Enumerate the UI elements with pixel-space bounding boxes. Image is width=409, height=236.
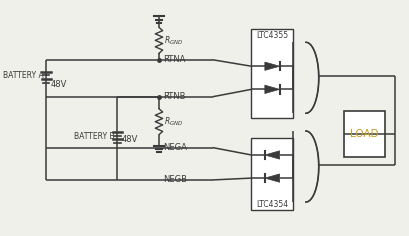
Text: 48V: 48V — [51, 80, 67, 89]
Polygon shape — [264, 62, 279, 70]
Text: NEGA: NEGA — [163, 143, 187, 152]
Text: RTNA: RTNA — [163, 55, 186, 64]
Text: RTNB: RTNB — [163, 92, 186, 101]
Text: $R_{GND}$: $R_{GND}$ — [163, 34, 182, 46]
Text: NEGB: NEGB — [163, 175, 187, 185]
Polygon shape — [264, 174, 279, 182]
Text: 48V: 48V — [122, 135, 138, 144]
Text: LOAD: LOAD — [350, 129, 378, 139]
Text: LTC4355: LTC4355 — [256, 31, 288, 40]
Text: $R_{GND}$: $R_{GND}$ — [163, 115, 182, 128]
Text: LTC4354: LTC4354 — [256, 200, 288, 209]
Bar — [251, 29, 292, 118]
Polygon shape — [264, 151, 279, 159]
Bar — [343, 111, 384, 157]
Polygon shape — [264, 85, 279, 93]
Bar — [251, 138, 292, 211]
Text: BATTERY A: BATTERY A — [3, 72, 43, 80]
Text: BATTERY B: BATTERY B — [74, 132, 115, 141]
